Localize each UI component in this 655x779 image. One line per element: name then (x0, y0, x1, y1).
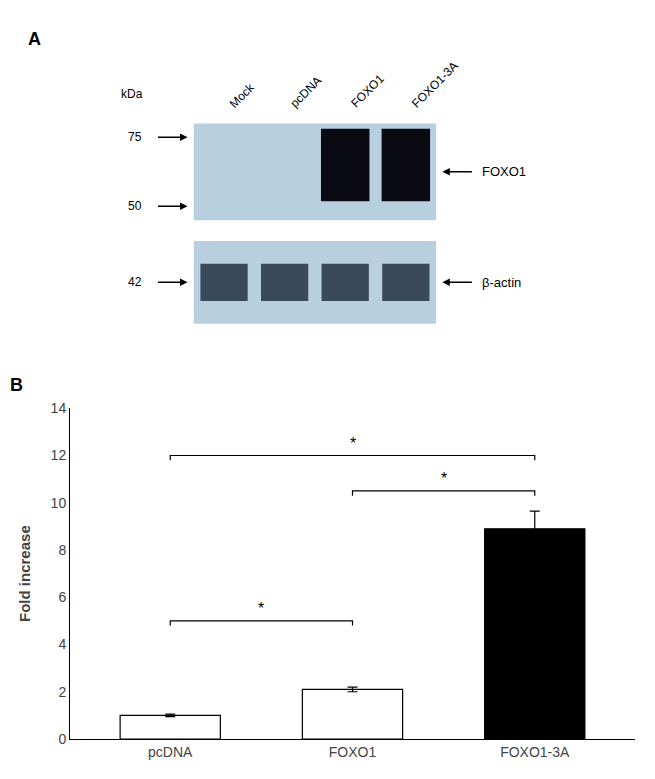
svg-text:2: 2 (58, 684, 66, 700)
svg-text:*: * (350, 435, 356, 452)
svg-text:42: 42 (128, 275, 142, 289)
svg-text:β-actin: β-actin (482, 275, 521, 290)
svg-text:pcDNA: pcDNA (148, 744, 193, 760)
svg-text:10: 10 (51, 495, 67, 511)
svg-text:75: 75 (128, 130, 142, 144)
svg-text:pcDNA: pcDNA (288, 73, 325, 110)
svg-text:A: A (28, 29, 41, 49)
svg-text:FOXO1: FOXO1 (482, 164, 526, 179)
svg-text:8: 8 (58, 542, 66, 558)
svg-text:B: B (10, 375, 23, 395)
svg-text:*: * (258, 600, 264, 617)
svg-text:4: 4 (58, 636, 66, 652)
svg-text:*: * (441, 470, 447, 487)
svg-text:12: 12 (51, 447, 67, 463)
svg-text:FOXO1-3A: FOXO1-3A (409, 59, 461, 111)
svg-text:Fold increase: Fold increase (16, 525, 33, 622)
svg-text:50: 50 (128, 199, 142, 213)
svg-text:0: 0 (58, 731, 66, 747)
svg-text:kDa: kDa (121, 87, 143, 101)
svg-text:FOXO1-3A: FOXO1-3A (500, 744, 570, 760)
svg-text:6: 6 (58, 589, 66, 605)
svg-text:14: 14 (51, 400, 67, 416)
svg-text:FOXO1: FOXO1 (329, 744, 377, 760)
svg-text:Mock: Mock (227, 80, 258, 111)
svg-text:FOXO1: FOXO1 (348, 72, 387, 111)
